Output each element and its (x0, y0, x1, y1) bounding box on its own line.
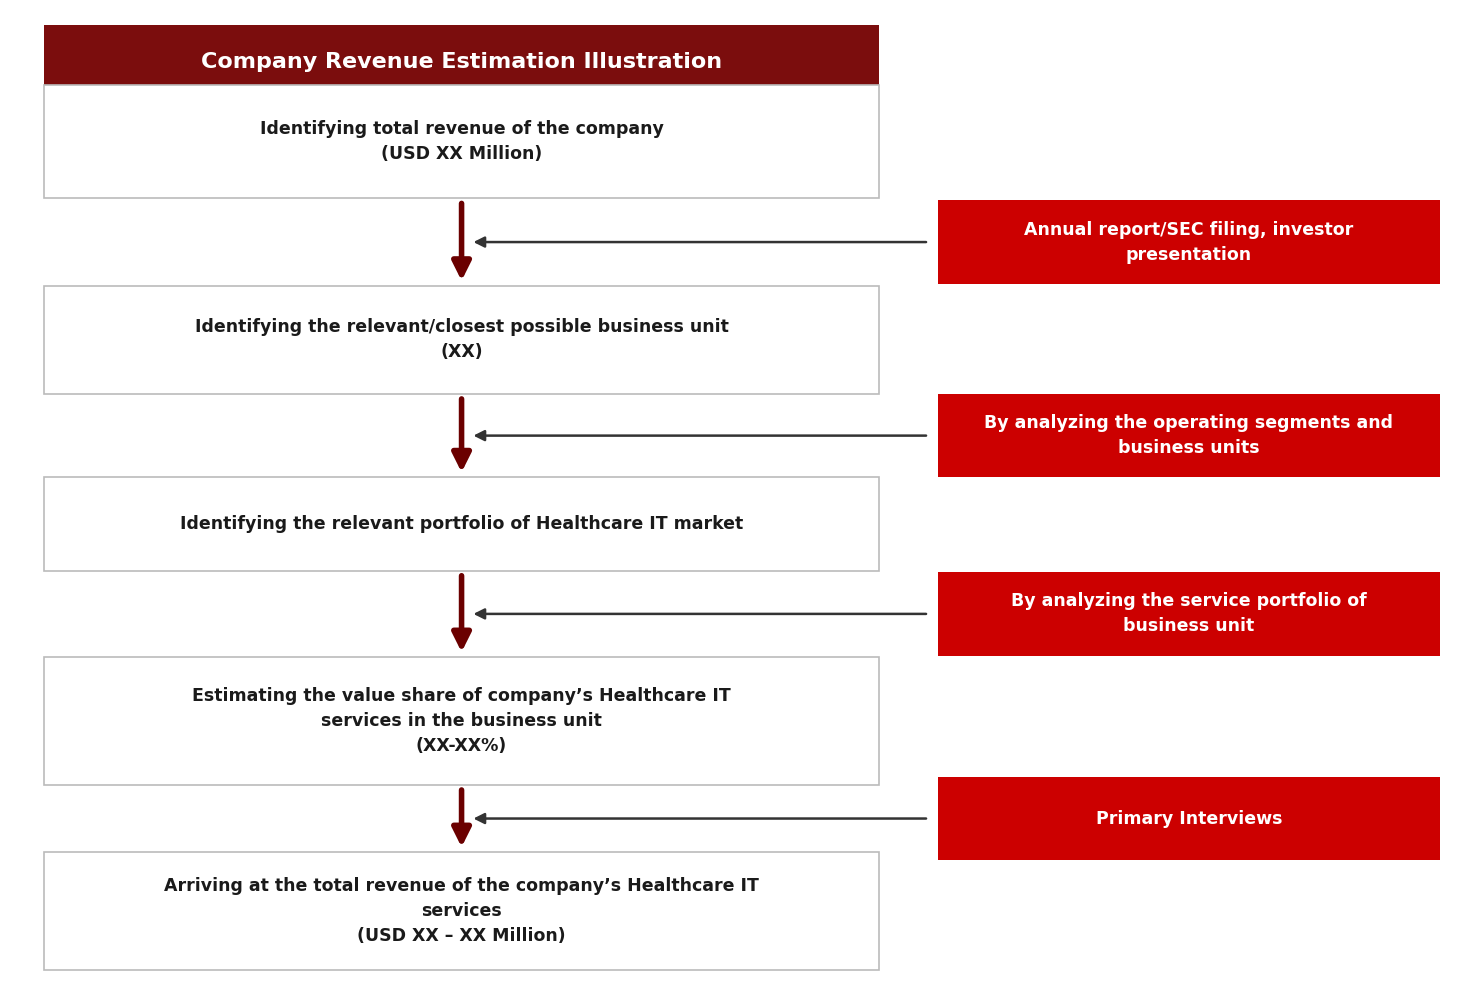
Text: Primary Interviews: Primary Interviews (1096, 810, 1282, 827)
FancyBboxPatch shape (44, 85, 879, 198)
FancyBboxPatch shape (938, 776, 1440, 861)
Text: Estimating the value share of company’s Healthcare IT
services in the business u: Estimating the value share of company’s … (192, 687, 731, 755)
FancyBboxPatch shape (938, 394, 1440, 478)
FancyBboxPatch shape (44, 477, 879, 570)
Text: Identifying the relevant portfolio of Healthcare IT market: Identifying the relevant portfolio of He… (180, 515, 743, 533)
FancyBboxPatch shape (938, 572, 1440, 656)
Text: Arriving at the total revenue of the company’s Healthcare IT
services
(USD XX – : Arriving at the total revenue of the com… (164, 877, 759, 946)
Text: By analyzing the service portfolio of
business unit: By analyzing the service portfolio of bu… (1012, 592, 1366, 635)
Text: Company Revenue Estimation Illustration: Company Revenue Estimation Illustration (201, 51, 722, 72)
Text: Identifying the relevant/closest possible business unit
(XX): Identifying the relevant/closest possibl… (195, 318, 728, 361)
FancyBboxPatch shape (44, 657, 879, 785)
Text: Identifying total revenue of the company
(USD XX Million): Identifying total revenue of the company… (260, 120, 663, 164)
FancyBboxPatch shape (44, 25, 879, 99)
FancyBboxPatch shape (44, 852, 879, 970)
Text: Annual report/SEC filing, investor
presentation: Annual report/SEC filing, investor prese… (1025, 221, 1353, 264)
FancyBboxPatch shape (938, 200, 1440, 284)
Text: By analyzing the operating segments and
business units: By analyzing the operating segments and … (985, 414, 1393, 457)
FancyBboxPatch shape (44, 286, 879, 394)
